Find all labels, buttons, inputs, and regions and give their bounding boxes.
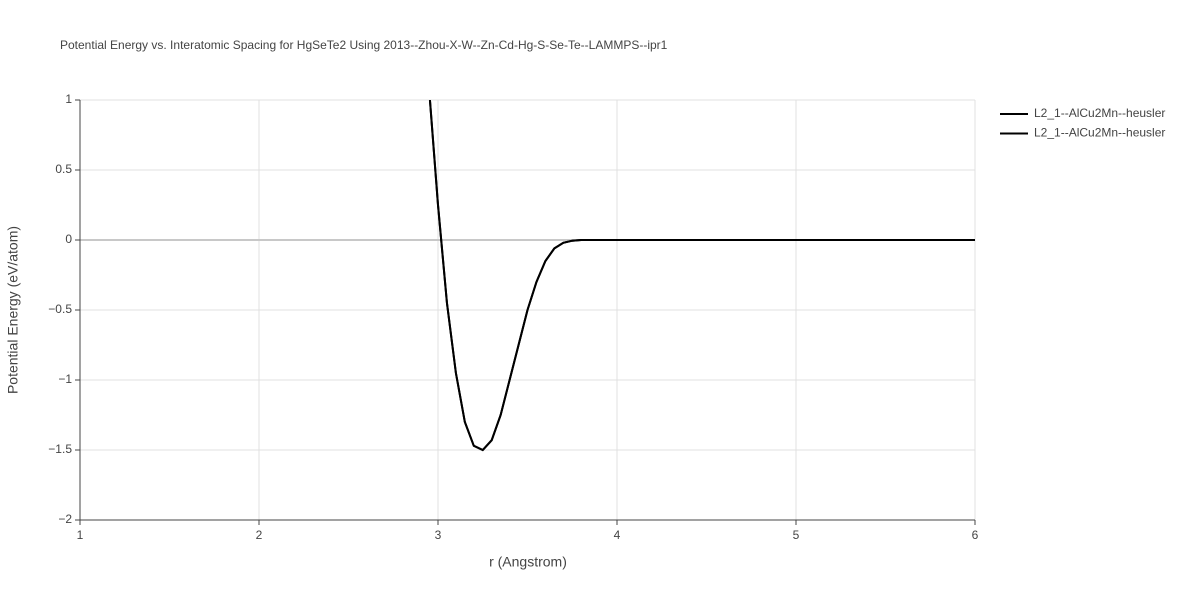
legend-label: L2_1--AlCu2Mn--heusler — [1034, 126, 1165, 140]
x-tick-label: 6 — [972, 528, 979, 542]
x-tick-label: 5 — [793, 528, 800, 542]
y-tick-label: −1 — [58, 372, 72, 386]
series-line — [428, 100, 975, 452]
chart-title: Potential Energy vs. Interatomic Spacing… — [60, 38, 668, 52]
y-tick-label: 0.5 — [55, 162, 72, 176]
x-tick-label: 2 — [256, 528, 263, 542]
legend-label: L2_1--AlCu2Mn--heusler — [1034, 106, 1165, 120]
x-axis-title: r (Angstrom) — [489, 554, 567, 570]
series-line — [428, 100, 975, 452]
y-tick-label: −1.5 — [48, 442, 72, 456]
y-tick-label: −2 — [58, 512, 72, 526]
y-tick-label: 1 — [65, 92, 72, 106]
x-tick-label: 1 — [77, 528, 84, 542]
y-tick-label: −0.5 — [48, 302, 72, 316]
x-tick-label: 4 — [614, 528, 621, 542]
y-tick-label: 0 — [65, 232, 72, 246]
x-tick-label: 3 — [435, 528, 442, 542]
y-axis-title: Potential Energy (eV/atom) — [5, 226, 21, 394]
